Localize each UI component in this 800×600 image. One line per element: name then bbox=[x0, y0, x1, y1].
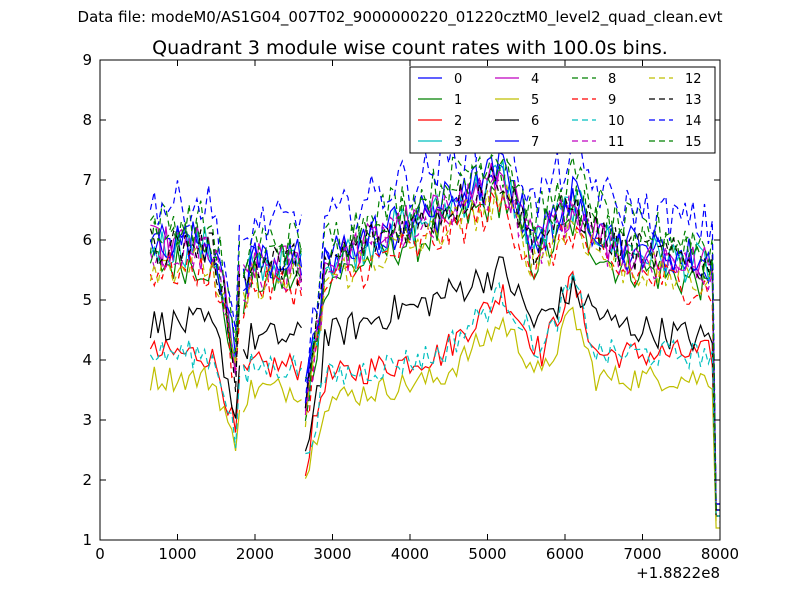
series-line-12 bbox=[304, 183, 720, 523]
series-6 bbox=[149, 256, 720, 517]
series-line-11 bbox=[304, 173, 720, 505]
series-line-15 bbox=[304, 158, 720, 511]
series-line-2 bbox=[304, 270, 720, 511]
series-line-9 bbox=[304, 190, 720, 511]
series-line-5 bbox=[304, 306, 720, 529]
y-tick-label: 5 bbox=[82, 291, 92, 309]
series-line-2 bbox=[242, 350, 303, 381]
series-line-10 bbox=[149, 339, 241, 449]
y-tick-label: 7 bbox=[82, 171, 92, 189]
x-tick-label: 0 bbox=[95, 545, 105, 563]
y-tick-label: 9 bbox=[82, 51, 92, 69]
y-tick-label: 3 bbox=[82, 411, 92, 429]
y-tick-label: 2 bbox=[82, 471, 92, 489]
axis-ticks: 0 1000 2000 3000 4000 5000 6000 7000 80001234567… bbox=[82, 51, 739, 563]
y-tick-label: 1 bbox=[82, 531, 92, 549]
series-line-6 bbox=[149, 305, 241, 419]
series-2 bbox=[149, 270, 720, 511]
series-line-10 bbox=[305, 272, 720, 517]
series-line-4 bbox=[242, 243, 303, 283]
series-line-14 bbox=[149, 180, 241, 331]
series-line-6 bbox=[304, 256, 720, 517]
series-line-13 bbox=[149, 228, 241, 392]
series-line-15 bbox=[149, 221, 241, 360]
legend-label-10: 10 bbox=[608, 114, 625, 129]
series-line-12 bbox=[242, 262, 302, 308]
legend-label-3: 3 bbox=[454, 135, 462, 150]
series-line-14 bbox=[304, 111, 720, 505]
legend-label-2: 2 bbox=[454, 114, 462, 129]
series-line-1 bbox=[242, 261, 303, 314]
series-line-13 bbox=[242, 242, 302, 287]
legend-label-6: 6 bbox=[531, 114, 539, 129]
figure-suptitle: Data file: modeM0/AS1G04_007T02_90000002… bbox=[77, 8, 723, 26]
y-tick-label: 8 bbox=[82, 111, 92, 129]
series-line-5 bbox=[242, 377, 302, 413]
legend-label-9: 9 bbox=[608, 93, 616, 108]
x-offset-label: +1.8822e8 bbox=[636, 564, 720, 582]
legend-label-13: 13 bbox=[685, 93, 702, 108]
chart-title: Quadrant 3 module wise count rates with … bbox=[152, 37, 668, 59]
x-tick-label: 4000 bbox=[391, 545, 429, 563]
series-15 bbox=[149, 158, 720, 511]
series-line-15 bbox=[242, 236, 303, 279]
series-line-6 bbox=[242, 321, 302, 360]
x-tick-label: 7000 bbox=[623, 545, 661, 563]
legend-label-4: 4 bbox=[531, 72, 539, 87]
x-tick-label: 2000 bbox=[236, 545, 274, 563]
series-12 bbox=[149, 183, 720, 523]
legend-label-14: 14 bbox=[685, 114, 702, 129]
x-tick-label: 8000 bbox=[701, 545, 739, 563]
series-line-14 bbox=[243, 198, 303, 245]
x-tick-label: 6000 bbox=[546, 545, 584, 563]
y-tick-label: 4 bbox=[82, 351, 92, 369]
x-tick-label: 1000 bbox=[158, 545, 196, 563]
series-line-12 bbox=[149, 245, 241, 365]
x-tick-label: 3000 bbox=[313, 545, 351, 563]
legend-label-15: 15 bbox=[685, 135, 702, 150]
series-line-11 bbox=[149, 236, 241, 377]
series-14 bbox=[149, 111, 720, 505]
legend-label-12: 12 bbox=[685, 72, 702, 87]
legend-label-0: 0 bbox=[454, 72, 462, 87]
series-layer bbox=[149, 111, 720, 529]
series-5 bbox=[149, 306, 720, 529]
legend-label-7: 7 bbox=[531, 135, 539, 150]
series-line-2 bbox=[149, 338, 241, 433]
series-line-5 bbox=[149, 365, 241, 452]
y-tick-label: 6 bbox=[82, 231, 92, 249]
legend-label-11: 11 bbox=[608, 135, 625, 150]
legend-label-1: 1 bbox=[454, 93, 462, 108]
x-tick-label: 5000 bbox=[468, 545, 506, 563]
series-line-8 bbox=[304, 153, 720, 505]
legend-box bbox=[409, 66, 716, 154]
series-10 bbox=[149, 272, 720, 517]
legend-label-5: 5 bbox=[531, 93, 539, 108]
series-13 bbox=[149, 165, 720, 511]
series-line-13 bbox=[304, 165, 720, 511]
legend-label-8: 8 bbox=[608, 72, 616, 87]
